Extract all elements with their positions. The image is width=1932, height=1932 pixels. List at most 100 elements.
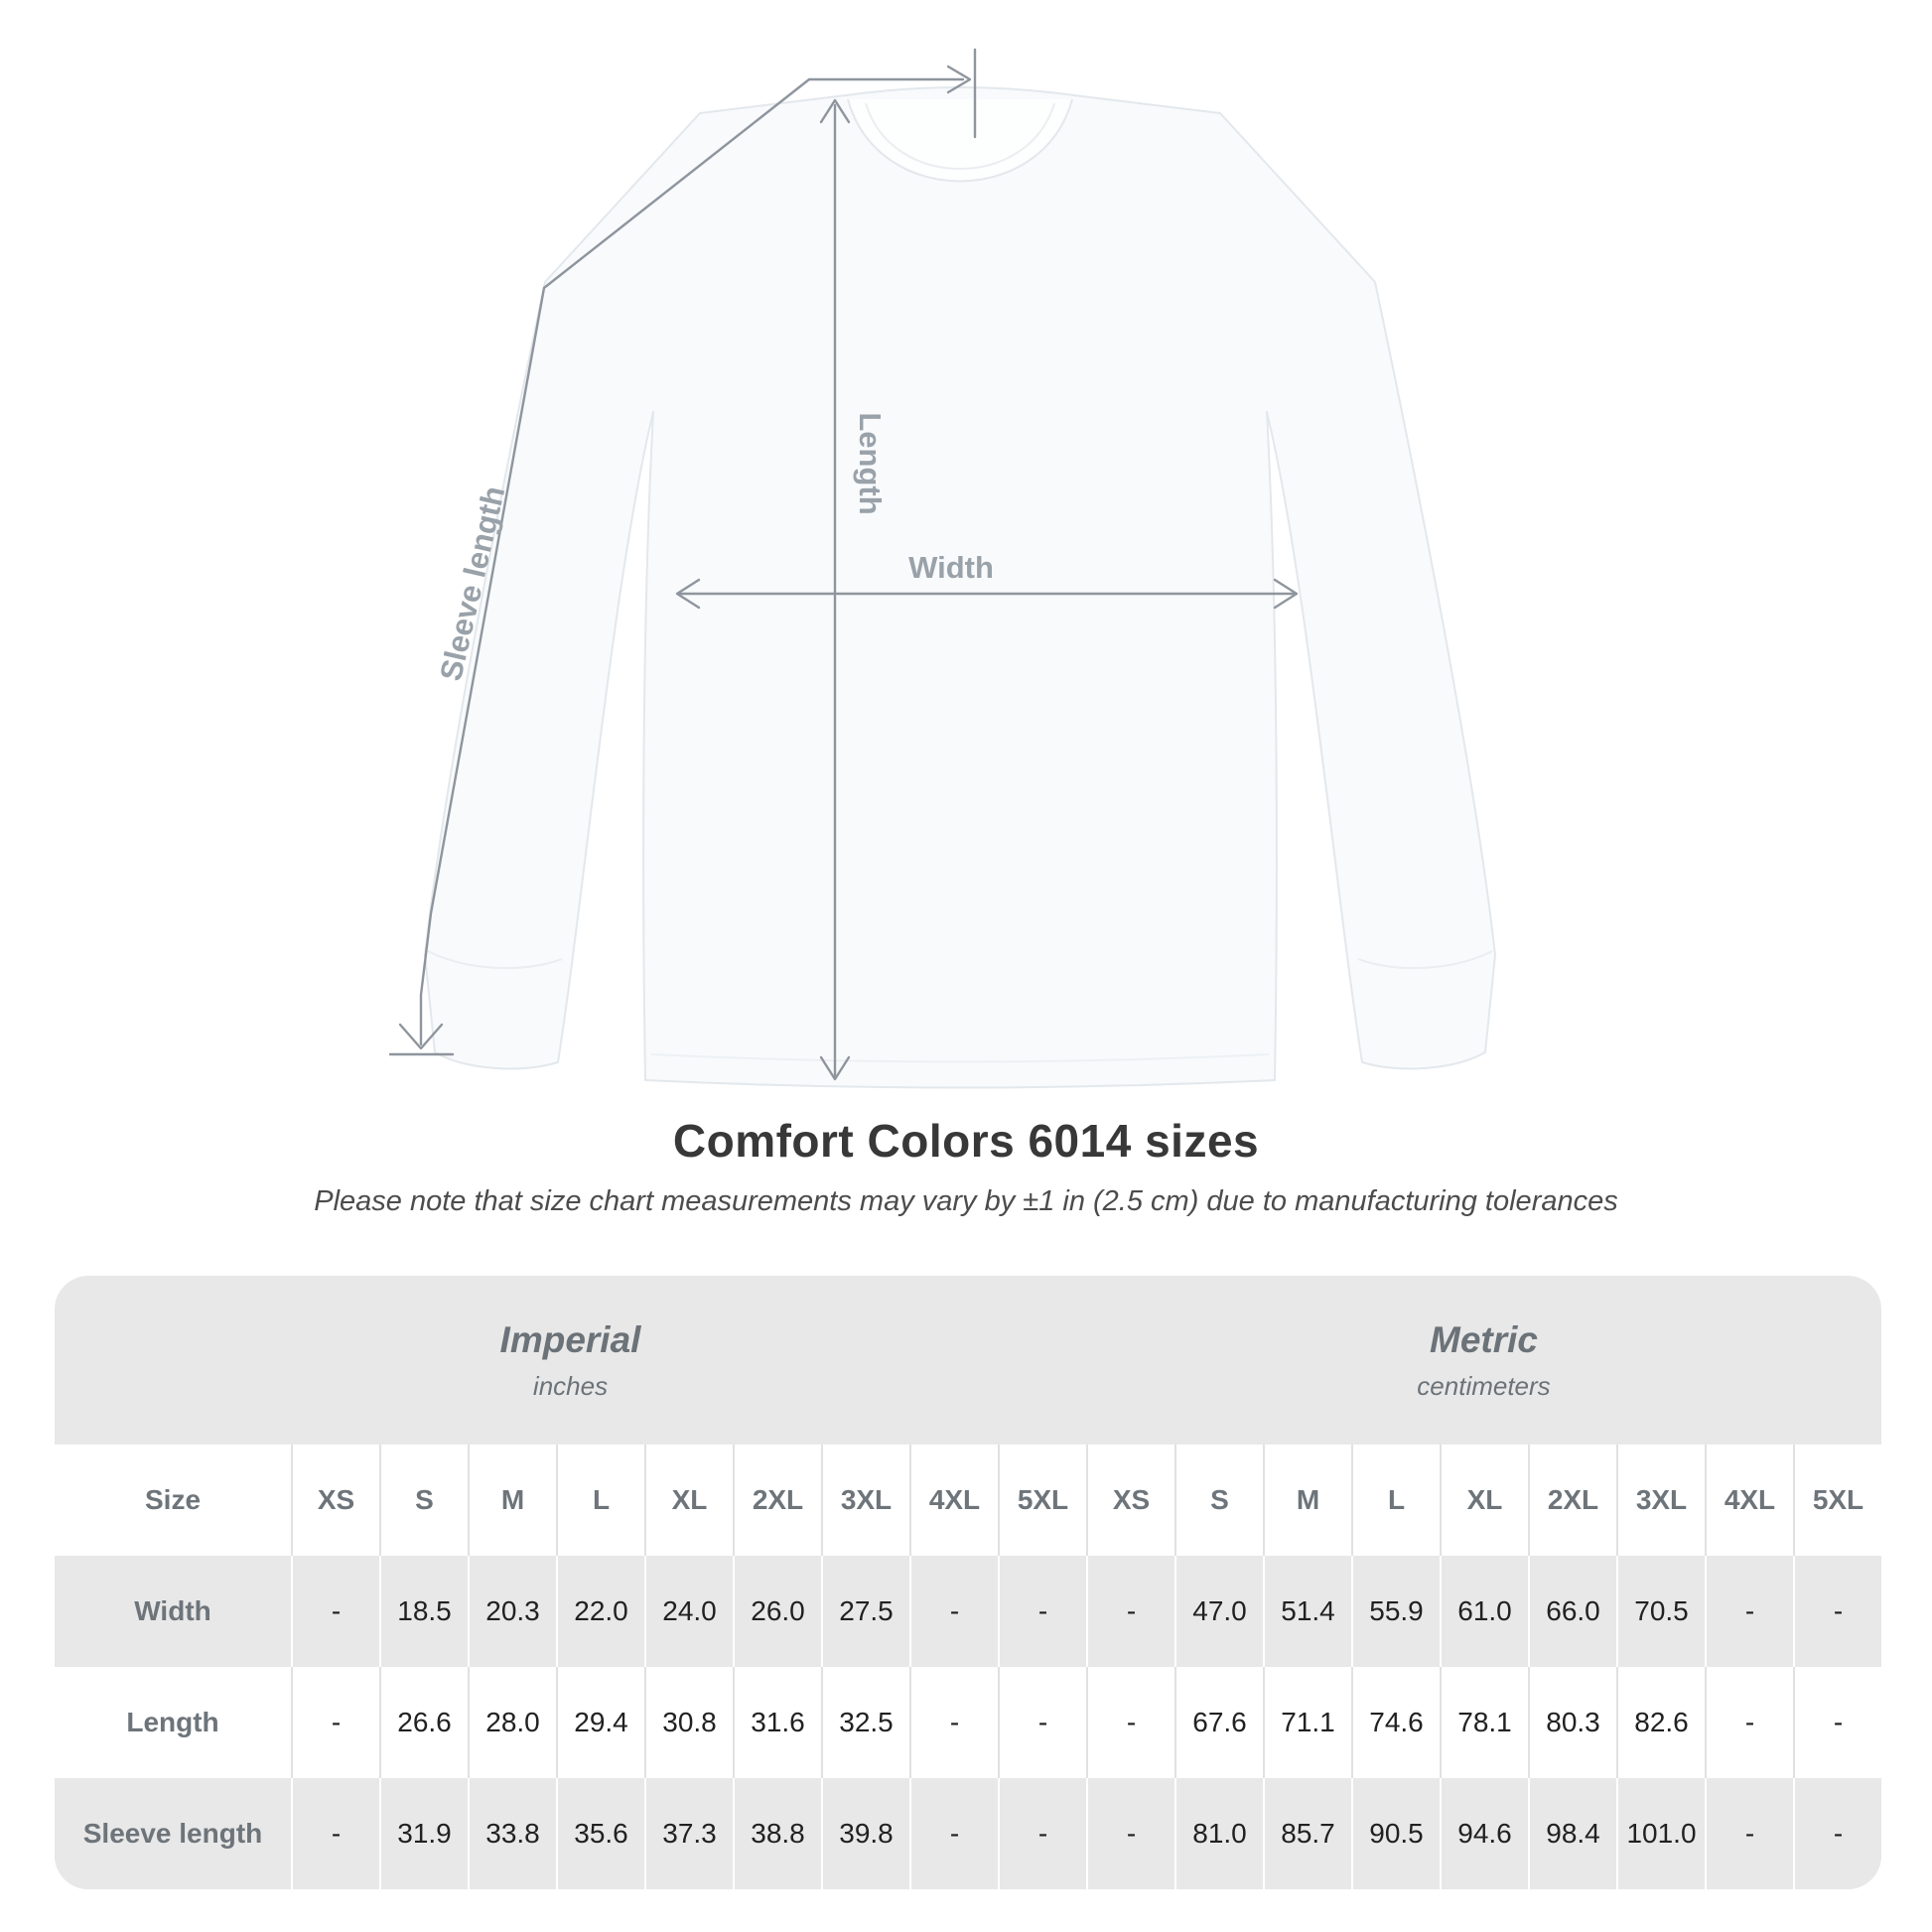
width-metric-5xl: - [1793,1556,1881,1667]
shirt-hem-seam [650,1053,1270,1063]
length-imperial-5xl: - [998,1667,1086,1778]
shirt-body [424,86,1496,1089]
width-imperial-5xl: - [998,1556,1086,1667]
length-metric-xl: 78.1 [1440,1667,1528,1778]
length-metric-s: 67.6 [1174,1667,1263,1778]
size-header-imperial-xl: XL [644,1445,733,1556]
width-metric-xl: 61.0 [1440,1556,1528,1667]
shirt-collar-seam [865,102,1055,170]
length-arrow [819,98,851,1081]
width-imperial-xs: - [291,1556,379,1667]
sleeve-length-imperial-xl: 37.3 [644,1778,733,1889]
size-header-metric-l: L [1351,1445,1440,1556]
size-header-imperial-3xl: 3XL [821,1445,909,1556]
length-imperial-3xl: 32.5 [821,1667,909,1778]
width-dimension-label: Width [908,550,994,585]
size-header-metric-m: M [1263,1445,1351,1556]
sleeve-length-arrow [388,77,811,1056]
width-imperial-4xl: - [909,1556,998,1667]
width-imperial-l: 22.0 [556,1556,644,1667]
width-metric-3xl: 70.5 [1616,1556,1705,1667]
width-imperial-s: 18.5 [379,1556,468,1667]
size-header-metric-2xl: 2XL [1528,1445,1616,1556]
size-header-metric-s: S [1174,1445,1263,1556]
length-dimension-label: Length [853,412,888,514]
size-header-imperial-l: L [556,1445,644,1556]
length-metric-5xl: - [1793,1667,1881,1778]
width-imperial-xl: 24.0 [644,1556,733,1667]
width-imperial-m: 20.3 [468,1556,556,1667]
length-imperial-2xl: 31.6 [733,1667,821,1778]
length-imperial-s: 26.6 [379,1667,468,1778]
size-header-metric-3xl: 3XL [1616,1445,1705,1556]
unit-group-imperial-name: Imperial [499,1318,641,1360]
length-imperial-4xl: - [909,1667,998,1778]
page-subtitle: Please note that size chart measurements… [314,1185,1618,1217]
unit-group-metric-name: Metric [1430,1318,1538,1360]
width-metric-xs: - [1086,1556,1174,1667]
width-metric-4xl: - [1705,1556,1793,1667]
length-imperial-xs: - [291,1667,379,1778]
sleeve-length-imperial-4xl: - [909,1778,998,1889]
sleeve-length-metric-xs: - [1086,1778,1174,1889]
size-header-metric-4xl: 4XL [1705,1445,1793,1556]
sleeve-length-imperial-l: 35.6 [556,1778,644,1889]
size-header-imperial-2xl: 2XL [733,1445,821,1556]
length-imperial-xl: 30.8 [644,1667,733,1778]
size-header-imperial-xs: XS [291,1445,379,1556]
collar-pointer-arrow [807,48,977,139]
shirt-left-cuff-seam [427,950,563,970]
sleeve-length-metric-3xl: 101.0 [1616,1778,1705,1889]
sleeve-length-metric-xl: 94.6 [1440,1778,1528,1889]
width-arrow [675,578,1299,610]
row-label-length: Length [55,1667,291,1778]
length-metric-l: 74.6 [1351,1667,1440,1778]
sleeve-length-metric-4xl: - [1705,1778,1793,1889]
length-metric-xs: - [1086,1667,1174,1778]
unit-group-imperial-unit: inches [532,1370,609,1401]
sleeve-length-metric-2xl: 98.4 [1528,1778,1616,1889]
unit-group-metric: Metric centimeters [1086,1276,1881,1445]
size-header-metric-5xl: 5XL [1793,1445,1881,1556]
width-metric-s: 47.0 [1174,1556,1263,1667]
sleeve-length-imperial-3xl: 39.8 [821,1778,909,1889]
size-header-imperial-4xl: 4XL [909,1445,998,1556]
width-metric-l: 55.9 [1351,1556,1440,1667]
size-column-header: Size [55,1445,291,1556]
width-imperial-2xl: 26.0 [733,1556,821,1667]
shirt-illustration [424,86,1496,1089]
sleeve-length-metric-s: 81.0 [1174,1778,1263,1889]
unit-group-metric-unit: centimeters [1417,1370,1551,1401]
sleeve-length-imperial-xs: - [291,1778,379,1889]
shirt-right-cuff-seam [1357,950,1493,970]
width-metric-m: 51.4 [1263,1556,1351,1667]
width-metric-2xl: 66.0 [1528,1556,1616,1667]
sleeve-length-imperial-2xl: 38.8 [733,1778,821,1889]
size-header-metric-xl: XL [1440,1445,1528,1556]
width-imperial-3xl: 27.5 [821,1556,909,1667]
sleeve-length-imperial-s: 31.9 [379,1778,468,1889]
length-metric-m: 71.1 [1263,1667,1351,1778]
length-metric-3xl: 82.6 [1616,1667,1705,1778]
size-header-imperial-s: S [379,1445,468,1556]
sleeve-length-metric-l: 90.5 [1351,1778,1440,1889]
sleeve-length-imperial-5xl: - [998,1778,1086,1889]
size-table: Imperial inches Metric centimeters Size X… [55,1276,1881,1889]
measurement-overlay [388,48,1299,1081]
row-label-sleeve-length: Sleeve length [55,1778,291,1889]
length-imperial-l: 29.4 [556,1667,644,1778]
length-imperial-m: 28.0 [468,1667,556,1778]
sleeve-length-imperial-m: 33.8 [468,1778,556,1889]
size-header-imperial-m: M [468,1445,556,1556]
row-label-width: Width [55,1556,291,1667]
length-metric-4xl: - [1705,1667,1793,1778]
shirt-diagram: Width Length Sleeve length [388,48,1496,1089]
size-header-imperial-5xl: 5XL [998,1445,1086,1556]
sleeve-length-metric-5xl: - [1793,1778,1881,1889]
sleeve-length-metric-m: 85.7 [1263,1778,1351,1889]
page-title: Comfort Colors 6014 sizes [672,1115,1260,1167]
unit-group-imperial: Imperial inches [55,1276,1086,1445]
shirt-collar-outer [847,98,1073,183]
length-metric-2xl: 80.3 [1528,1667,1616,1778]
